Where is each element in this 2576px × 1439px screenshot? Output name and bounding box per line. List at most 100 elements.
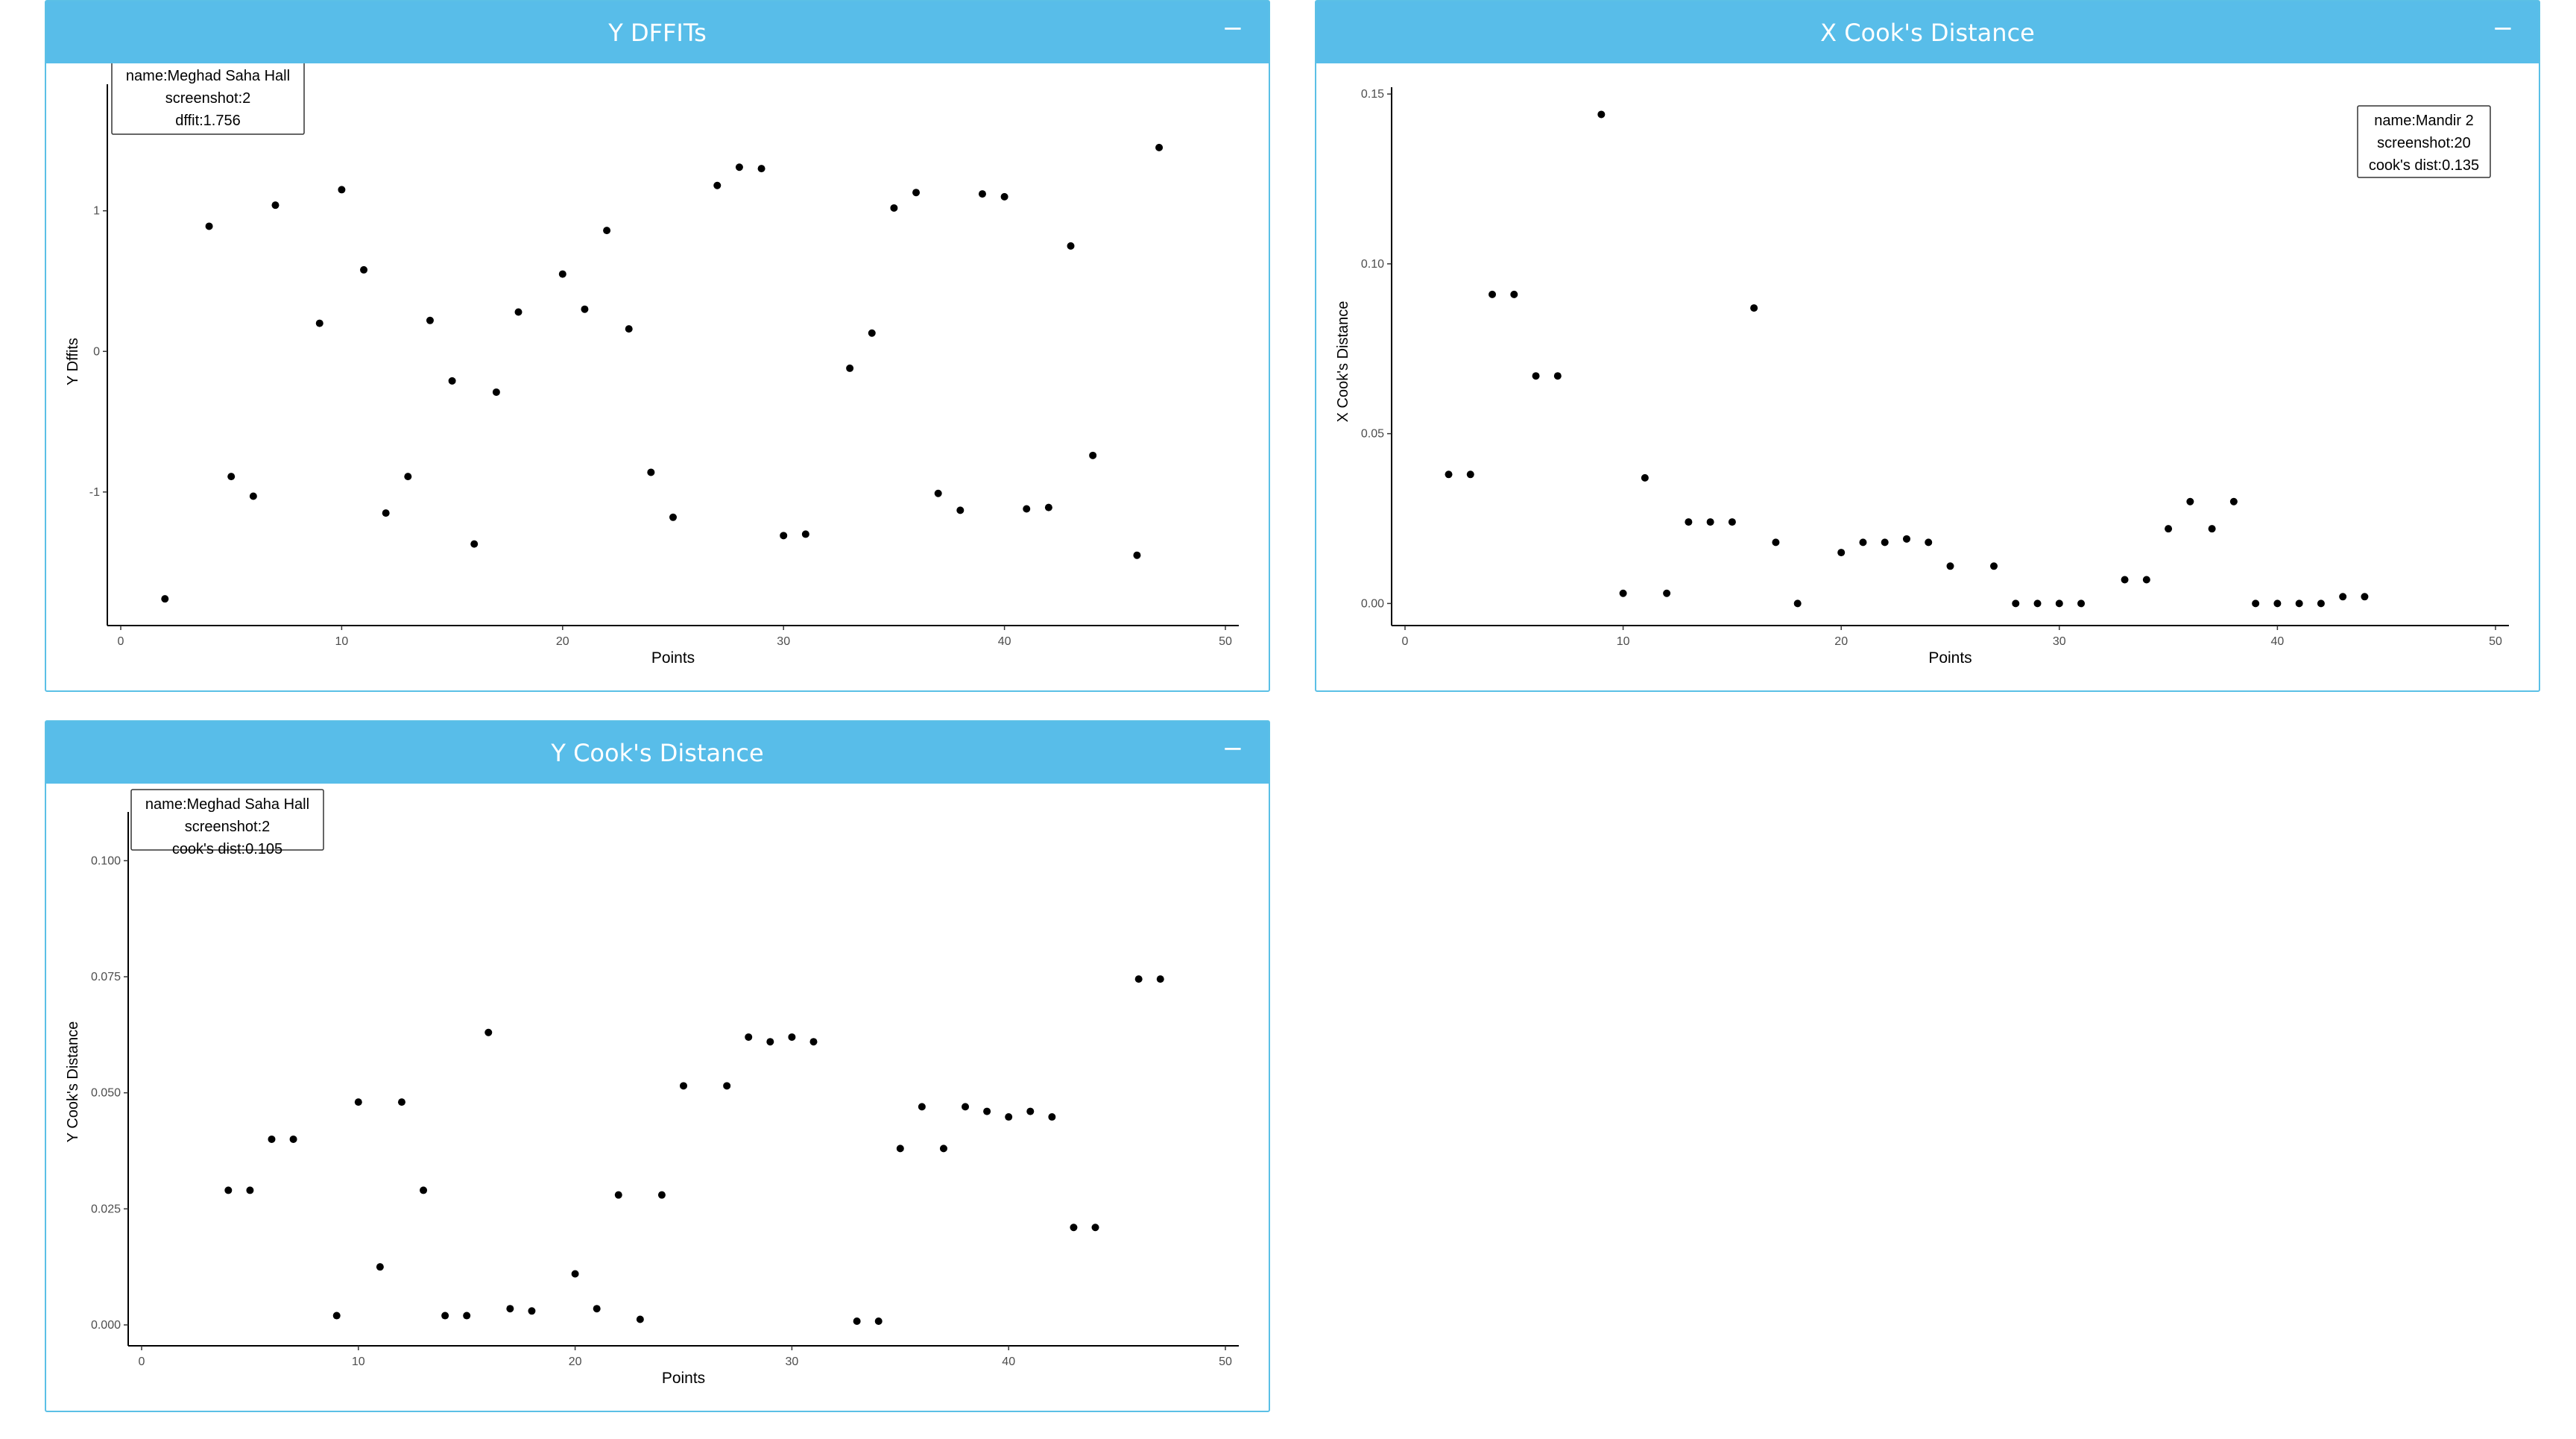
data-point: [492, 388, 500, 396]
data-point: [1902, 535, 1910, 543]
x-tick-label: 40: [1002, 1355, 1015, 1368]
y-dffits-panel: Y DFFITs − 0 10 20 30 40 50 -1 0 1 Points Y Dffits…: [45, 0, 1270, 692]
data-point: [2252, 599, 2260, 608]
data-point: [669, 513, 677, 521]
data-point: [766, 1038, 774, 1046]
data-point: [2208, 525, 2216, 533]
data-point: [376, 1263, 384, 1271]
data-point: [1067, 242, 1075, 250]
data-point: [636, 1315, 644, 1323]
y-tick-label: 0: [93, 345, 100, 358]
data-point: [2142, 576, 2150, 584]
y-tick-label: 0.10: [1361, 258, 1384, 271]
data-point: [2186, 497, 2194, 506]
data-point: [1793, 599, 1802, 608]
data-point: [397, 1098, 405, 1106]
data-point: [2339, 593, 2347, 601]
data-point: [224, 1186, 233, 1194]
tooltip-line: screenshot:20: [2377, 135, 2471, 151]
tooltip-line: screenshot:2: [165, 90, 251, 107]
data-point: [382, 509, 390, 517]
x-tick-label: 10: [335, 635, 349, 648]
tooltip-line: name:Meghad Saha Hall: [145, 796, 309, 813]
data-point: [1706, 518, 1714, 526]
collapse-button[interactable]: −: [2492, 13, 2514, 43]
panel-header: Y DFFITs −: [46, 1, 1269, 63]
data-point: [1155, 143, 1164, 151]
data-point: [1489, 290, 1497, 298]
data-point: [625, 325, 633, 333]
data-point: [1925, 538, 1933, 547]
data-point: [1641, 473, 1649, 482]
tooltip-line: screenshot:2: [185, 819, 271, 835]
data-point: [1597, 110, 1606, 119]
y-axis-label: Y Dffits: [65, 338, 81, 385]
data-point: [441, 1312, 449, 1320]
collapse-button[interactable]: −: [1222, 734, 1244, 763]
data-point: [2165, 525, 2173, 533]
x-tick-label: 30: [777, 635, 790, 648]
data-point: [448, 377, 456, 385]
data-point: [1023, 505, 1031, 513]
data-point: [853, 1317, 861, 1326]
data-point: [1026, 1107, 1035, 1115]
data-point: [161, 595, 169, 603]
data-point: [271, 201, 280, 210]
tooltip-box: [2357, 105, 2491, 178]
data-point: [846, 364, 854, 372]
y-cooks-distance-chart: 0 10 20 30 40 50 0.000 0.025 0.050 0.075 0.100 Poin…: [65, 789, 1239, 1387]
y-tick-label: 0.000: [91, 1319, 121, 1332]
y-tick-label: 1: [93, 205, 100, 218]
data-point: [757, 165, 765, 173]
tooltip-box: [130, 789, 324, 851]
data-point: [723, 1082, 731, 1090]
data-point: [205, 222, 213, 230]
data-point: [420, 1186, 428, 1194]
data-point: [1070, 1224, 1078, 1232]
x-tick-label: 50: [1219, 1355, 1232, 1368]
data-point: [956, 506, 965, 514]
x-tick-label: 0: [1402, 635, 1409, 648]
data-point: [338, 186, 346, 194]
x-axis-label: Points: [651, 649, 695, 667]
y-tick-label: 0.025: [91, 1203, 121, 1215]
data-point: [354, 1098, 362, 1106]
x-tick-label: 0: [139, 1355, 145, 1368]
data-point: [484, 1028, 493, 1036]
collapse-button[interactable]: −: [1222, 13, 1244, 43]
data-point: [896, 1144, 904, 1153]
data-point: [603, 227, 611, 235]
data-point: [874, 1317, 883, 1326]
data-point: [1445, 470, 1453, 479]
y-tick-label: -1: [89, 486, 100, 499]
y-cooks-distance-panel: Y Cook's Distance − 0 10 20 30 40 50 0.000 0.02…: [45, 720, 1270, 1412]
data-point: [1005, 1113, 1013, 1121]
y-tick-label: 0.050: [91, 1087, 121, 1100]
data-point: [788, 1033, 796, 1041]
panel-title: X Cook's Distance: [1820, 18, 2035, 47]
data-point: [404, 473, 412, 481]
data-point: [647, 468, 655, 476]
data-point: [939, 1144, 947, 1153]
panel-header: Y Cook's Distance −: [46, 722, 1269, 784]
data-point: [1553, 372, 1562, 380]
y-axis-label: Y Cook's Distance: [65, 1021, 81, 1142]
data-point: [581, 305, 589, 313]
x-tick-label: 20: [569, 1355, 582, 1368]
data-point: [227, 473, 236, 481]
data-point: [1990, 562, 1998, 570]
data-point: [558, 270, 566, 278]
x-tick-label: 50: [1219, 635, 1232, 648]
data-point: [332, 1312, 341, 1320]
tooltip: name:Meghad Saha Hall screenshot:2 dffit:1…: [111, 63, 305, 135]
tooltip-line: cook's dist:0.135: [2369, 157, 2479, 174]
data-point: [249, 492, 257, 500]
x-tick-label: 0: [118, 635, 124, 648]
data-point: [1466, 470, 1474, 479]
data-point: [1663, 589, 1671, 597]
data-point: [978, 190, 986, 198]
data-point: [528, 1307, 536, 1315]
data-point: [614, 1191, 622, 1199]
data-point: [868, 329, 876, 337]
x-tick-label: 40: [998, 635, 1011, 648]
